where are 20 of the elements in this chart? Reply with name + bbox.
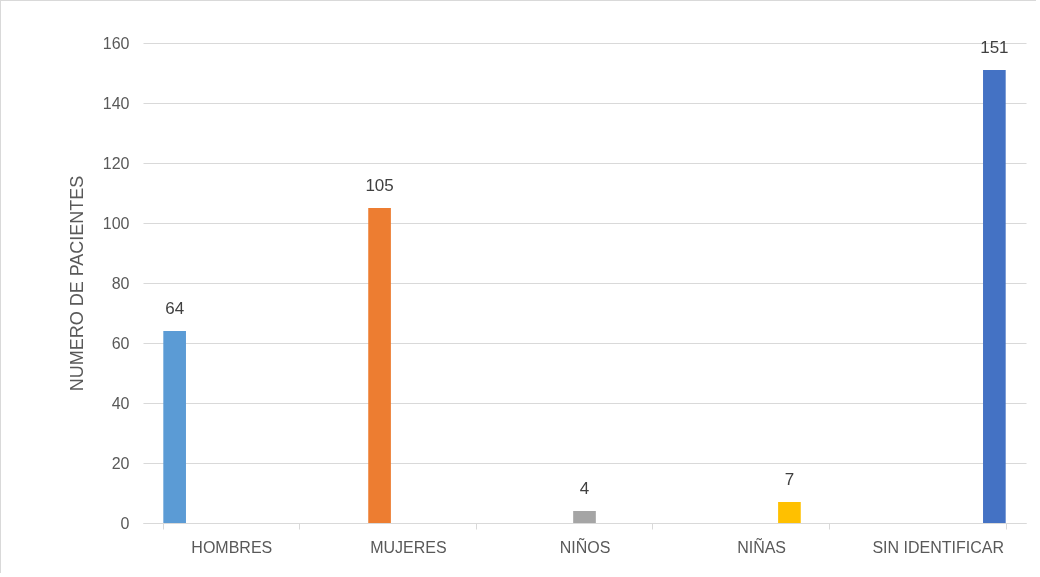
y-tick-label: 0 bbox=[120, 514, 130, 532]
y-tick-label: 80 bbox=[111, 274, 130, 292]
y-tick-label: 160 bbox=[102, 34, 130, 52]
y-tick-label: 100 bbox=[102, 214, 130, 232]
y-axis-title: NUMERO DE PACIENTES bbox=[66, 175, 87, 392]
x-tick-label: MUJERES bbox=[370, 538, 447, 556]
y-tick-label: 60 bbox=[111, 334, 130, 352]
x-tick-label: NIÑAS bbox=[737, 536, 787, 556]
x-tick-label: SIN IDENTIFICAR bbox=[872, 538, 1004, 556]
data-label: 4 bbox=[579, 479, 590, 498]
data-label: 151 bbox=[980, 38, 1009, 57]
data-label: 64 bbox=[165, 299, 185, 318]
x-tick-label: NIÑOS bbox=[559, 536, 611, 556]
data-label: 7 bbox=[784, 470, 795, 489]
y-tick-label: 120 bbox=[102, 154, 130, 172]
y-tick-label: 40 bbox=[111, 394, 130, 412]
y-tick-label: 140 bbox=[102, 94, 130, 112]
data-label: 105 bbox=[365, 176, 394, 195]
y-tick-label: 20 bbox=[111, 454, 130, 472]
x-tick-label: HOMBRES bbox=[191, 538, 273, 556]
